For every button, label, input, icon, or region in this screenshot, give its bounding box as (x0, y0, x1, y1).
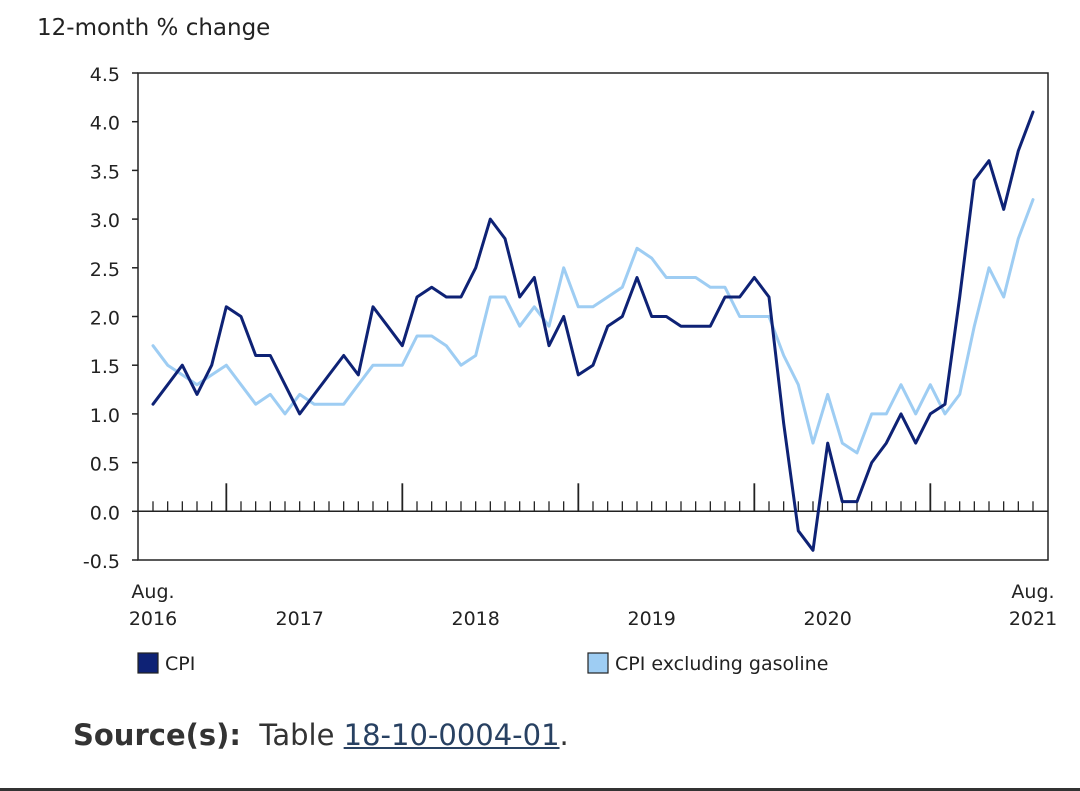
y-tick-label: 3.5 (90, 161, 120, 183)
series-line-1 (151, 198, 1035, 455)
y-axis-ticks: 4.5 4.0 3.5 3.0 2.5 2.0 1.5 1.0 0.5 0.0 -0.5 (83, 64, 138, 573)
y-tick-label: 1.5 (90, 356, 120, 378)
series-line-0 (151, 110, 1035, 552)
bottom-rule (0, 788, 1080, 791)
source-suffix: . (559, 718, 569, 752)
legend: CPI CPI excluding gasoline (137, 652, 828, 675)
y-tick-label: 0.5 (90, 454, 120, 476)
x-tick-label: 2016 (129, 608, 177, 630)
series-lines (151, 110, 1035, 552)
legend-label: CPI (165, 653, 195, 675)
y-tick-label: 1.0 (90, 405, 120, 427)
source-prefix: Table (259, 718, 335, 752)
y-axis-label: 12-month % change (37, 15, 270, 41)
y-tick-label: 2.0 (90, 308, 120, 330)
y-tick-label: 4.5 (90, 64, 120, 86)
y-tick-label: -0.5 (83, 551, 120, 573)
x-tick-label: Aug. (131, 581, 174, 603)
y-tick-label: 4.0 (90, 113, 120, 135)
x-tick-label: 2019 (627, 608, 675, 630)
source-note: Source(s): Table 18-10-0004-01. (73, 718, 569, 752)
y-tick-label: 2.5 (90, 259, 120, 281)
source-label: Source(s): (73, 718, 241, 752)
x-axis: Aug. 2016 2017 2018 2019 2020 Aug. 2021 (129, 483, 1057, 630)
y-tick-label: 0.0 (90, 502, 120, 524)
plot-frame (137, 72, 1049, 561)
x-tick-label: 2018 (451, 608, 499, 630)
line-chart: 12-month % change 4.5 4.0 3.5 3.0 2.5 2.0 1.5 1… (37, 15, 1057, 675)
legend-label: CPI excluding gasoline (615, 653, 828, 675)
x-tick-label: 2021 (1009, 608, 1057, 630)
legend-swatch (587, 652, 609, 674)
y-tick-label: 3.0 (90, 210, 120, 232)
legend-swatch (137, 652, 159, 674)
x-tick-label: Aug. (1011, 581, 1054, 603)
x-tick-label: 2017 (275, 608, 323, 630)
x-tick-label: 2020 (803, 608, 851, 630)
source-table-link[interactable]: 18-10-0004-01 (343, 718, 560, 752)
